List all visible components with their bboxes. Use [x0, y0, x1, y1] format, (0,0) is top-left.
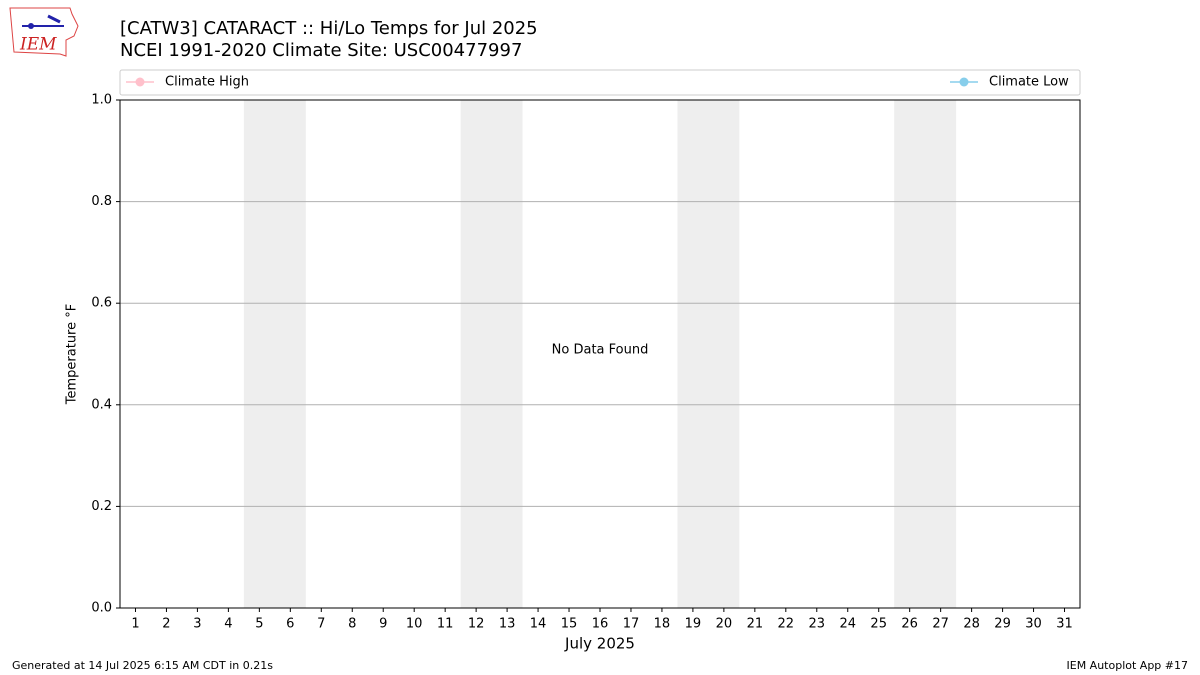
x-tick-label: 11	[437, 617, 454, 632]
x-tick-label: 12	[468, 617, 485, 632]
x-tick-label: 19	[685, 617, 702, 632]
x-tick-label: 9	[379, 617, 387, 632]
logo-text: IEM	[19, 35, 57, 55]
y-tick-label: 0.4	[91, 397, 112, 412]
footer-left: Generated at 14 Jul 2025 6:15 AM CDT in …	[12, 659, 273, 672]
annotation: No Data Found	[552, 343, 649, 358]
x-tick-label: 23	[809, 617, 826, 632]
chart-title: [CATW3] CATARACT :: Hi/Lo Temps for Jul …	[120, 18, 538, 39]
x-tick-label: 27	[932, 617, 949, 632]
y-axis-label: Temperature °F	[65, 304, 80, 405]
legend-marker	[959, 77, 969, 87]
x-tick-label: 15	[561, 617, 578, 632]
x-axis-label: July 2025	[564, 635, 635, 653]
x-tick-label: 24	[839, 617, 856, 632]
weekend-band	[243, 100, 306, 608]
x-tick-label: 13	[499, 617, 516, 632]
x-tick-label: 1	[131, 617, 139, 632]
chart-subtitle: NCEI 1991-2020 Climate Site: USC00477997	[120, 40, 522, 61]
y-tick-label: 0.6	[91, 296, 112, 311]
x-tick-label: 18	[654, 617, 671, 632]
weekend-band	[677, 100, 740, 608]
x-tick-label: 6	[286, 617, 294, 632]
weekend-band	[460, 100, 523, 608]
legend-label: Climate High	[165, 75, 249, 90]
x-tick-label: 25	[870, 617, 887, 632]
y-tick-label: 0.0	[91, 601, 112, 616]
x-tick-label: 16	[592, 617, 609, 632]
x-tick-label: 4	[224, 617, 232, 632]
x-tick-label: 14	[530, 617, 547, 632]
x-tick-label: 7	[317, 617, 325, 632]
x-tick-label: 22	[778, 617, 795, 632]
logo: IEM	[9, 7, 79, 57]
x-tick-label: 8	[348, 617, 356, 632]
legend-label: Climate Low	[989, 75, 1069, 90]
x-tick-label: 31	[1056, 617, 1073, 632]
weekend-band	[894, 100, 957, 608]
x-tick-label: 29	[994, 617, 1011, 632]
footer-right: IEM Autoplot App #17	[1067, 659, 1189, 672]
x-tick-label: 17	[623, 617, 640, 632]
x-tick-label: 20	[716, 617, 733, 632]
x-tick-label: 2	[162, 617, 170, 632]
y-tick-label: 0.8	[91, 194, 112, 209]
y-tick-label: 1.0	[91, 93, 112, 108]
x-tick-label: 26	[901, 617, 918, 632]
legend-marker	[135, 77, 145, 87]
x-tick-label: 28	[963, 617, 980, 632]
y-tick-label: 0.2	[91, 499, 112, 514]
x-tick-label: 10	[406, 617, 423, 632]
x-tick-label: 30	[1025, 617, 1042, 632]
x-tick-label: 21	[747, 617, 764, 632]
x-tick-label: 3	[193, 617, 201, 632]
plot-frame	[119, 99, 1081, 609]
x-tick-label: 5	[255, 617, 263, 632]
legend-box	[119, 69, 1081, 96]
